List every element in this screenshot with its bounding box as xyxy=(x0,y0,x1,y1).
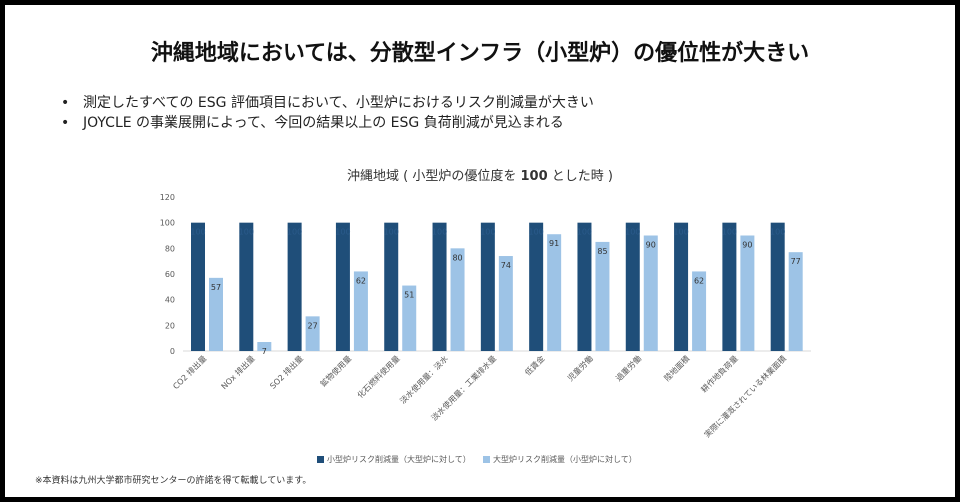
x-tick-label: 陸地面積 xyxy=(662,353,692,383)
chart-title-bold: 100 xyxy=(520,169,548,184)
data-label-small: 100 xyxy=(432,228,447,237)
data-label-large: 90 xyxy=(646,241,656,250)
bar-small-reactor xyxy=(674,222,689,351)
data-label-large: 77 xyxy=(791,257,801,266)
data-label-large: 91 xyxy=(549,239,559,248)
chart-title-suffix: とした時 ) xyxy=(547,169,613,184)
data-label-small: 100 xyxy=(722,228,737,237)
data-label-large: 90 xyxy=(742,241,752,250)
bar-small-reactor xyxy=(577,222,592,351)
x-tick-label: NOx 排出量 xyxy=(219,353,257,391)
bar-small-reactor xyxy=(335,222,350,351)
bar-small-reactor xyxy=(191,222,205,351)
data-label-small: 100 xyxy=(190,228,205,237)
chart-title-prefix: 沖縄地域 ( 小型炉の優位度を xyxy=(347,169,521,184)
bullet-item: JOYCLE の事業展開によって、今回の結果以上の ESG 負荷削減が見込まれる xyxy=(61,113,594,133)
x-tick-label: 鉱物使用量 xyxy=(318,353,353,388)
data-label-small: 100 xyxy=(239,228,254,237)
chart-title: 沖縄地域 ( 小型炉の優位度を 100 とした時 ) xyxy=(5,165,955,184)
y-tick-label: 80 xyxy=(165,244,175,253)
bar-large-reactor xyxy=(643,235,658,351)
bar-large-reactor xyxy=(547,234,562,351)
y-tick-label: 40 xyxy=(165,296,175,305)
data-label-small: 100 xyxy=(770,228,785,237)
data-label-small: 100 xyxy=(529,228,544,237)
data-label-large: 62 xyxy=(694,276,704,285)
bar-large-reactor xyxy=(305,316,320,351)
x-tick-label: SO2 排出量 xyxy=(268,353,305,390)
legend-swatch-large xyxy=(483,456,490,463)
data-label-large: 85 xyxy=(597,247,607,256)
bar-large-reactor xyxy=(788,252,803,351)
bar-large-reactor xyxy=(402,285,417,351)
data-label-small: 100 xyxy=(480,228,495,237)
data-label-large: 27 xyxy=(308,321,318,330)
x-tick-label: CO2 排出量 xyxy=(171,353,209,391)
legend-swatch-small xyxy=(317,456,324,463)
bar-large-reactor xyxy=(498,256,513,351)
data-label-small: 100 xyxy=(335,228,350,237)
bar-large-reactor xyxy=(353,271,368,351)
x-tick-label: 淡水使用量：淡水 xyxy=(398,353,450,405)
y-tick-label: 60 xyxy=(165,270,175,279)
legend-label-small: 小型炉リスク削減量（大型炉に対して） xyxy=(327,454,471,464)
bar-small-reactor xyxy=(625,222,640,351)
bar-large-reactor xyxy=(595,241,610,351)
x-tick-label: 耕作地負荷量 xyxy=(699,353,740,394)
x-tick-label: 低賃金 xyxy=(523,353,547,377)
data-label-large: 51 xyxy=(404,291,414,300)
y-tick-label: 100 xyxy=(160,219,175,228)
bar-chart: 0 20 40 60 80 100 120 100 57 CO2 排出量 100 7 NOx 排出量 10… xyxy=(160,193,811,464)
bullet-list: 測定したすべての ESG 評価項目において、小型炉におけるリスク削減量が大きい … xyxy=(61,93,594,133)
x-tick-label: 実際に灌漑されている林業面積 xyxy=(702,353,788,439)
x-tick-label: 児童労働 xyxy=(565,353,595,383)
bar-large-reactor xyxy=(209,277,223,351)
data-label-small: 100 xyxy=(287,228,302,237)
data-label-small: 100 xyxy=(577,228,592,237)
bar-large-reactor xyxy=(450,248,465,351)
data-label-small: 100 xyxy=(673,228,688,237)
y-tick-label: 20 xyxy=(165,321,175,330)
y-tick-label: 0 xyxy=(170,347,175,356)
data-label-small: 100 xyxy=(384,228,399,237)
bar-small-reactor xyxy=(722,222,737,351)
y-tick-label: 120 xyxy=(160,193,175,202)
data-label-large: 80 xyxy=(452,253,462,262)
bar-small-reactor xyxy=(287,222,302,351)
legend-label-large: 大型炉リスク削減量（小型炉に対して） xyxy=(493,454,637,464)
slide-title: 沖縄地域においては、分散型インフラ（小型炉）の優位性が大きい xyxy=(150,41,810,66)
bar-small-reactor xyxy=(529,222,544,351)
x-tick-label: 化石燃料使用量 xyxy=(355,353,402,400)
footnote: ※本資料は九州大学都市研究センターの許諾を得て転載しています。 xyxy=(35,476,312,486)
slide: 沖縄地域においては、分散型インフラ（小型炉）の優位性が大きい 測定したすべての … xyxy=(5,5,955,497)
data-label-large: 7 xyxy=(262,347,267,356)
bar-large-reactor xyxy=(692,271,707,351)
bar-small-reactor xyxy=(239,222,254,351)
data-label-large: 74 xyxy=(501,261,511,270)
bar-large-reactor xyxy=(257,342,272,351)
bullet-item: 測定したすべての ESG 評価項目において、小型炉におけるリスク削減量が大きい xyxy=(61,93,594,113)
bar-small-reactor xyxy=(770,222,785,351)
data-label-large: 62 xyxy=(356,276,366,285)
data-label-small: 100 xyxy=(625,228,640,237)
data-label-large: 57 xyxy=(211,283,221,292)
bar-small-reactor xyxy=(432,222,447,351)
bar-small-reactor xyxy=(384,222,399,351)
bar-small-reactor xyxy=(480,222,495,351)
x-tick-label: 過重労働 xyxy=(613,353,643,383)
bar-large-reactor xyxy=(740,235,755,351)
